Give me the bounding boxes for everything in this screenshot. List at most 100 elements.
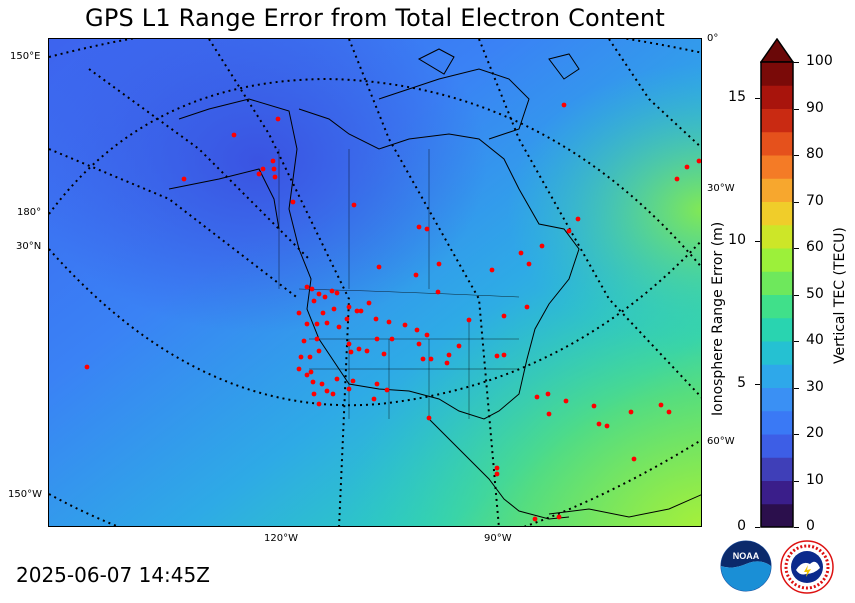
colorbar-right-tick-label: 30 (806, 378, 824, 395)
colorbar-right-tick-mark (794, 480, 799, 482)
gps-station-marker (310, 379, 316, 385)
tec-map (48, 38, 702, 527)
gps-station-marker (696, 158, 701, 164)
gps-station-marker (420, 356, 426, 362)
gps-station-marker (381, 351, 387, 357)
map-canvas (49, 39, 701, 526)
gps-station-marker (413, 272, 419, 278)
colorbar-right-tick-label: 70 (806, 192, 824, 209)
colorbar-right-tick-mark (794, 108, 799, 110)
colorbar-right-tick-label: 100 (806, 53, 833, 69)
gps-station-marker (322, 294, 328, 300)
colorbar-bin (761, 248, 793, 272)
colorbar-left-tick-mark (755, 527, 760, 528)
chart-title: GPS L1 Range Error from Total Electron C… (85, 4, 665, 32)
gps-station-marker (314, 321, 320, 327)
nws-logo (780, 540, 834, 594)
gps-station-marker (354, 308, 360, 314)
gps-station-marker (231, 132, 237, 138)
gps-station-marker (316, 291, 322, 297)
gps-station-marker (270, 158, 276, 164)
gps-station-marker (532, 516, 538, 522)
gps-station-marker (444, 360, 450, 366)
gps-station-marker (524, 304, 530, 310)
colorbar-bin (761, 294, 793, 319)
colorbar-right-tick-label: 80 (806, 146, 824, 162)
gps-station-marker (494, 471, 500, 477)
colorbar-bin (761, 201, 793, 226)
gps-station-marker (501, 313, 507, 319)
gps-station-marker (344, 316, 350, 322)
gps-station-marker (591, 403, 597, 409)
colorbar-right-tick-label: 90 (806, 99, 824, 116)
gps-station-marker (350, 378, 356, 384)
colorbar-bin (761, 62, 793, 86)
colorbar (759, 37, 795, 528)
gps-station-marker (424, 226, 430, 232)
gps-station-marker (366, 300, 372, 306)
gps-station-marker (556, 514, 562, 520)
gps-station-marker (545, 391, 551, 397)
colorbar-right-tick-label: 40 (806, 332, 824, 348)
colorbar-left-tick-label: 15 (728, 88, 746, 105)
gps-station-marker (271, 166, 277, 172)
gps-station-marker (526, 261, 532, 267)
colorbar-left-tick-label: 0 (737, 518, 746, 534)
gps-station-marker (596, 421, 602, 427)
gps-station-marker (351, 202, 357, 208)
gps-station-marker (296, 310, 302, 316)
gps-station-marker (374, 381, 380, 387)
gps-station-marker (414, 327, 420, 333)
gps-station-marker (534, 394, 540, 400)
gps-station-marker (316, 348, 322, 354)
gps-station-marker (575, 216, 581, 222)
lon-label-90w: 90°W (484, 533, 512, 544)
gps-station-marker (290, 199, 296, 205)
lon-label-150e: 150°E (10, 51, 41, 62)
colorbar-outline (760, 61, 794, 528)
gps-station-marker (275, 116, 281, 122)
gps-station-marker (466, 317, 472, 323)
gps-station-marker (336, 324, 342, 330)
colorbar-bin (761, 387, 793, 412)
gps-station-marker (348, 349, 354, 355)
colorbar-right-tick-label: 20 (806, 425, 824, 441)
lon-label-30w: 30°W (707, 183, 735, 194)
lon-label-150w: 150°W (8, 489, 42, 500)
graticule (49, 39, 701, 526)
gps-station-marker (674, 176, 680, 182)
noaa-logo: NOAA (720, 540, 772, 592)
gps-station-marker (436, 261, 442, 267)
gps-station-marker (435, 289, 441, 295)
gps-station-marker (416, 224, 422, 230)
lon-label-0: 0° (707, 33, 719, 44)
gps-station-marker (424, 332, 430, 338)
gps-station-marker (304, 284, 310, 290)
gps-station-marker (311, 298, 317, 304)
gps-station-marker (546, 411, 552, 417)
colorbar-bin (761, 155, 793, 179)
gps-station-marker (311, 391, 317, 397)
gps-station-marker (298, 354, 304, 360)
gps-station-marker (358, 308, 364, 314)
lon-label-120w: 120°W (264, 533, 298, 544)
gps-station-marker (334, 290, 340, 296)
colorbar-left-tick-mark (755, 97, 760, 99)
colorbar-right-tick-label: 50 (806, 285, 824, 302)
lon-label-180: 180° (17, 207, 42, 218)
colorbar-right-tick-label: 60 (806, 239, 824, 255)
gps-station-marker (631, 456, 637, 462)
gps-station-marker (319, 381, 325, 387)
gps-station-marker (561, 102, 567, 108)
colorbar-right-tick-label: 10 (806, 471, 824, 488)
gps-stations (84, 102, 701, 522)
gps-station-marker (304, 321, 310, 327)
gps-station-marker (346, 304, 352, 310)
gps-station-marker (416, 341, 422, 347)
colorbar-bin (761, 364, 793, 388)
gps-station-marker (346, 386, 352, 392)
gps-station-marker (324, 388, 330, 394)
gps-station-marker (563, 398, 569, 404)
gps-station-marker (373, 316, 379, 322)
gps-station-marker (518, 250, 524, 256)
